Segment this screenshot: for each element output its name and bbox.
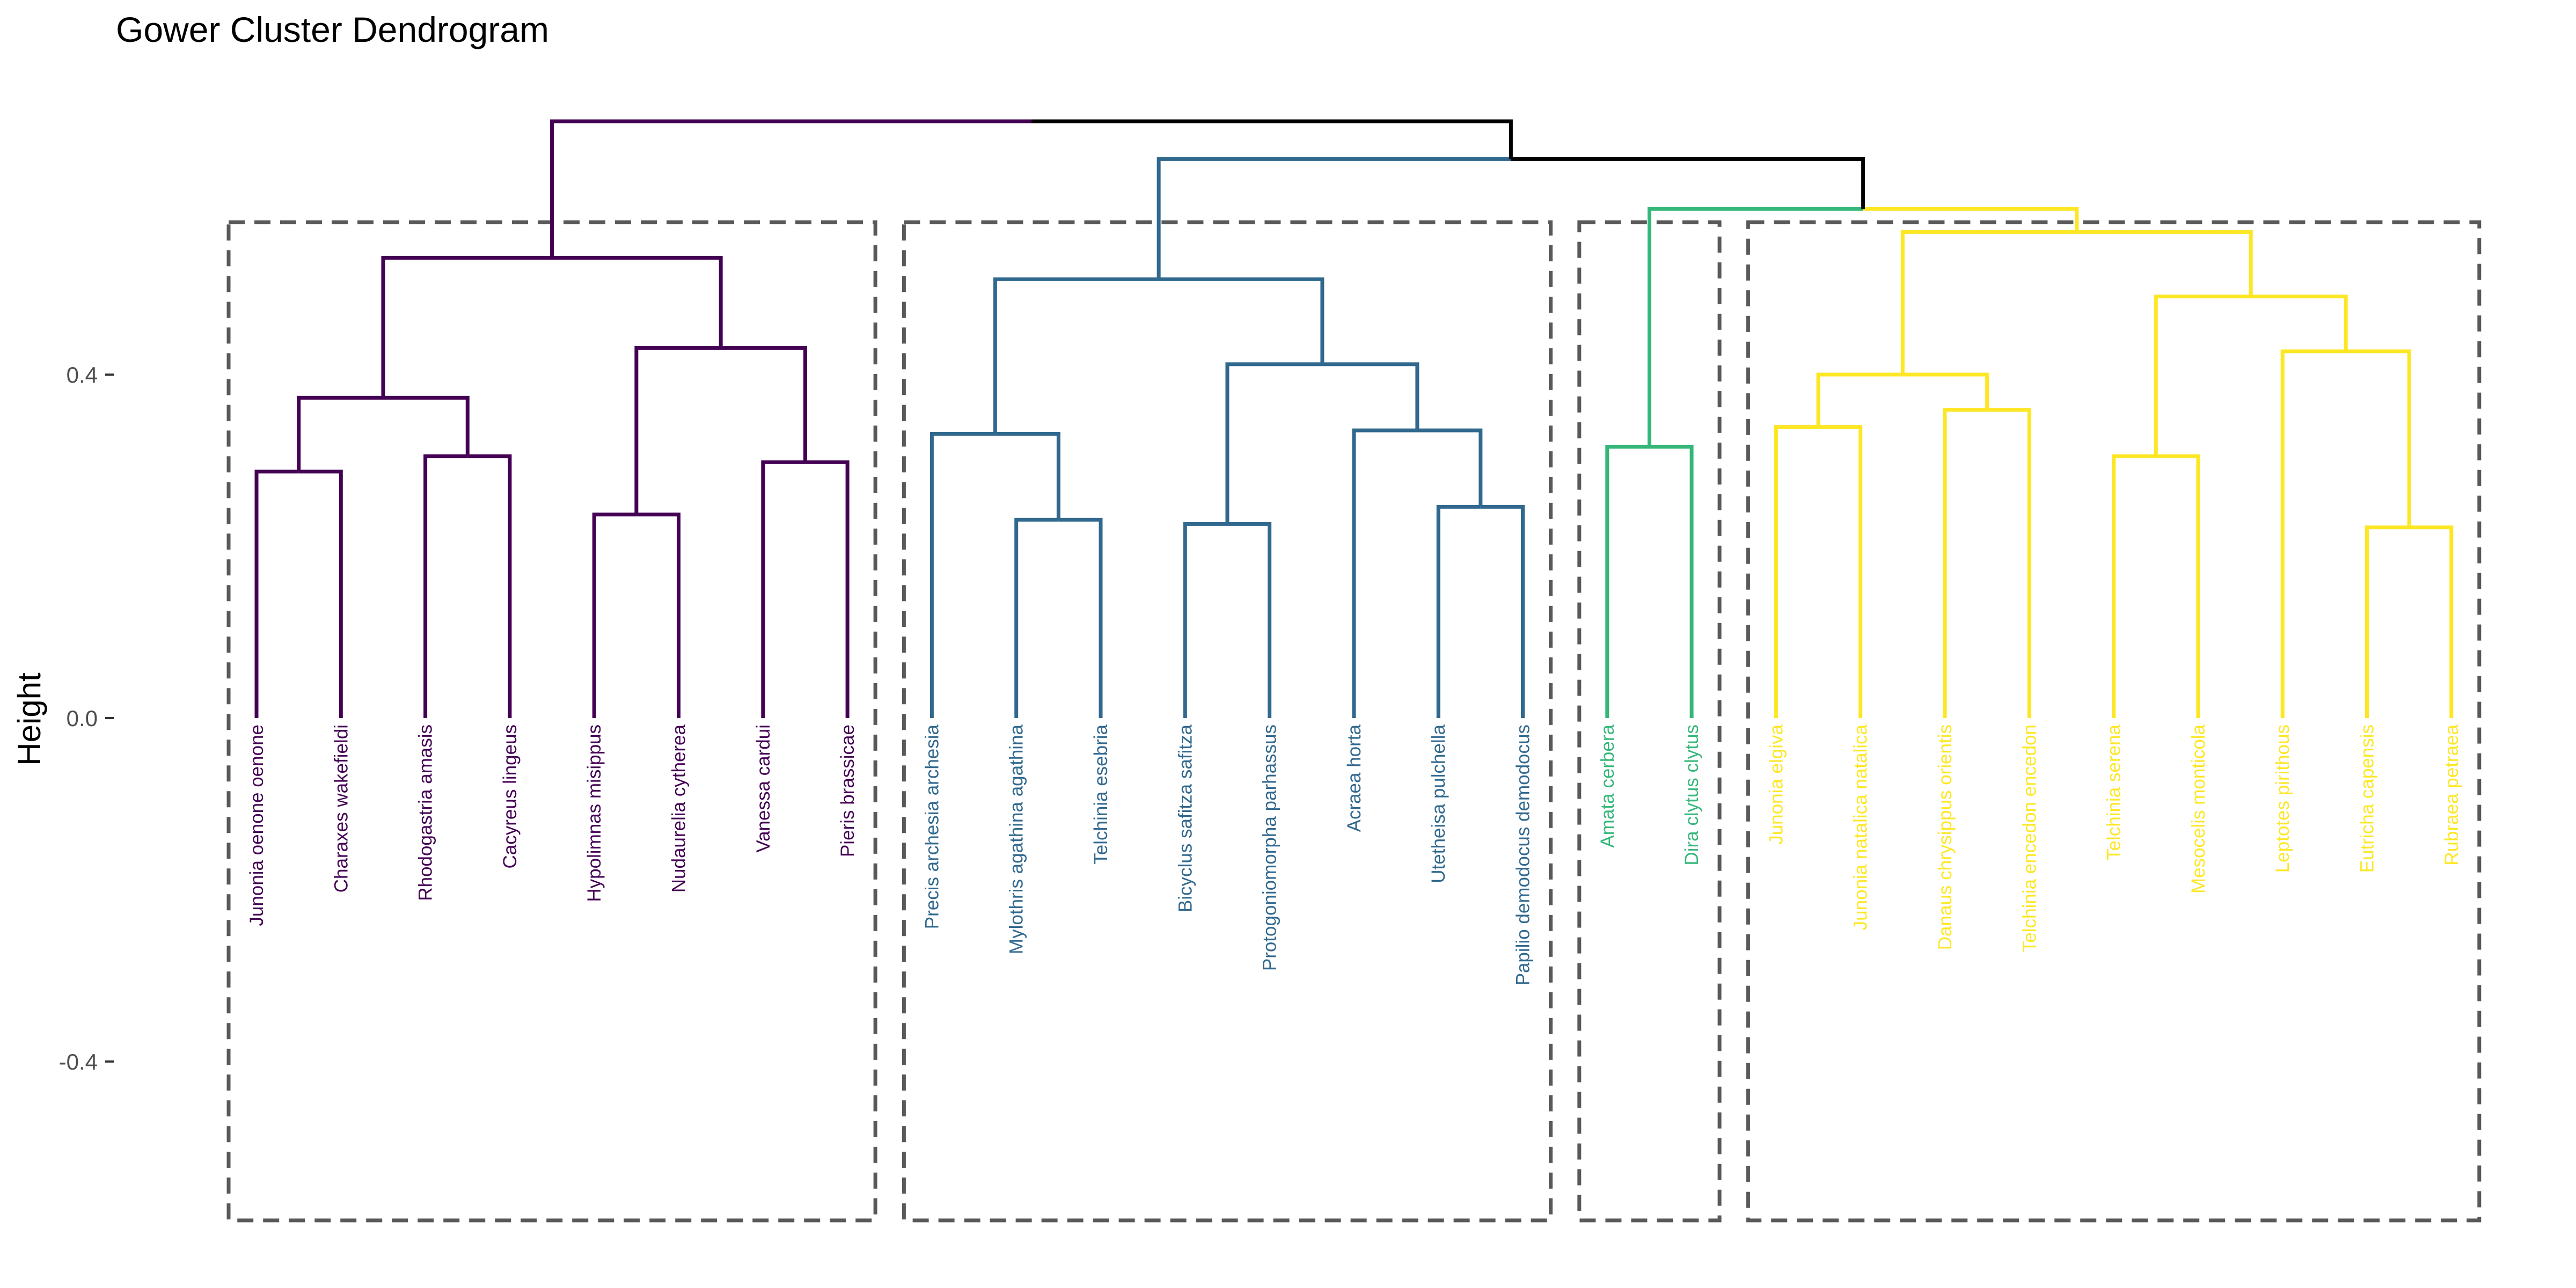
- leaf-label-18: Junonia elgiva: [1766, 724, 1787, 844]
- link-2-right: [383, 396, 470, 456]
- link-8-right: [995, 431, 1060, 520]
- leaf-label-9: Mylothris agathina agathina: [1006, 724, 1027, 954]
- leaf-label-20: Danaus chrysippus orientis: [1935, 724, 1956, 950]
- link-5-right: [721, 346, 807, 463]
- leaf-label-3: Cacyreus lingeus: [500, 724, 521, 868]
- link-16-left: [1943, 408, 1987, 718]
- leaf-label-1: Charaxes wakefieldi: [331, 724, 352, 892]
- leaf-label-7: Pieris brassicae: [837, 724, 858, 857]
- link-10-left: [1436, 504, 1481, 718]
- link-0-left: [254, 470, 299, 718]
- y-axis-label: Height: [11, 672, 47, 766]
- link-20-right: [2346, 349, 2411, 528]
- link-22-left: [1900, 230, 2077, 375]
- link-17-left: [1816, 372, 1903, 427]
- leaf-label-14: Utetheisa pulchella: [1428, 724, 1449, 883]
- leaf-label-2: Rhodogastria amasis: [415, 724, 436, 901]
- link-23-left: [1647, 207, 1863, 447]
- link-25-right: [1031, 119, 1513, 159]
- leaf-label-23: Mesocelis monticola: [2188, 724, 2209, 894]
- chart-title: Gower Cluster Dendrogram: [116, 10, 549, 49]
- leaf-label-19: Junonia natalica natalica: [1850, 724, 1871, 930]
- link-0-right: [298, 470, 343, 718]
- y-tick-label-0: 0.4: [67, 362, 98, 387]
- link-25-left: [550, 119, 1031, 258]
- link-20-left: [2280, 349, 2346, 718]
- link-4-left: [761, 460, 806, 718]
- link-1-left: [423, 454, 468, 718]
- link-12-left: [1225, 362, 1322, 524]
- link-14-right: [1649, 444, 1694, 718]
- leaf-label-17: Dira clytus clytus: [1681, 724, 1702, 866]
- link-19-left: [2365, 525, 2410, 718]
- leaf-labels: Junonia oenone oenone Charaxes wakefieldi…: [246, 724, 2462, 985]
- link-22-right: [2076, 230, 2253, 297]
- link-21-left: [2154, 294, 2251, 456]
- link-13-right: [1159, 277, 1324, 364]
- link-14-left: [1605, 444, 1650, 718]
- link-12-right: [1322, 362, 1419, 430]
- cluster-boxes: [226, 220, 2482, 1223]
- link-6-left: [381, 255, 552, 398]
- link-15-left: [1774, 425, 1819, 718]
- leaf-label-26: Rubraea petraea: [2441, 724, 2462, 865]
- cluster-box-2: [902, 220, 1553, 1223]
- link-5-left: [634, 346, 721, 515]
- link-18-right: [2156, 454, 2200, 718]
- link-15-right: [1818, 425, 1863, 718]
- link-7-right: [1058, 517, 1103, 718]
- leaf-label-22: Telchinia serena: [2104, 724, 2125, 860]
- link-17-right: [1902, 372, 1989, 410]
- leaf-label-8: Precis archesia archesia: [921, 724, 942, 929]
- link-11-right: [1417, 428, 1483, 507]
- link-23-right: [1863, 207, 2079, 232]
- leaf-label-25: Eutricha capensis: [2357, 724, 2378, 873]
- link-4-right: [805, 460, 850, 718]
- leaf-label-15: Papilio demodocus demodocus: [1513, 724, 1534, 985]
- link-7-left: [1014, 517, 1059, 718]
- leaf-label-13: Acraea horta: [1344, 724, 1365, 832]
- link-2-left: [297, 396, 383, 472]
- link-6-right: [552, 255, 723, 348]
- link-24-right: [1511, 157, 1865, 209]
- leaf-label-21: Telchinia encedon encedon: [2019, 724, 2040, 952]
- link-16-right: [1987, 408, 2031, 718]
- leaf-label-16: Amata cerbera: [1597, 724, 1618, 847]
- link-1-right: [467, 454, 512, 718]
- link-8-left: [930, 431, 996, 718]
- leaf-label-5: Nudaurelia cytherea: [669, 724, 690, 892]
- leaf-label-6: Vanessa cardui: [753, 724, 774, 853]
- link-3-left: [592, 513, 636, 718]
- link-19-right: [2409, 525, 2454, 718]
- link-18-left: [2112, 454, 2156, 718]
- leaf-label-12: Protogoniomorpha parhassus: [1260, 724, 1280, 971]
- cluster-box-4: [1746, 220, 2482, 1223]
- link-9-right: [1227, 522, 1272, 718]
- y-tick-label-2: -0.4: [59, 1049, 98, 1074]
- link-24-left: [1157, 157, 1511, 280]
- leaf-label-24: Leptotes pirithous: [2272, 724, 2293, 873]
- link-13-left: [993, 277, 1159, 434]
- link-3-right: [636, 513, 680, 718]
- cluster-box-1: [226, 220, 877, 1223]
- leaf-label-0: Junonia oenone oenone: [246, 724, 267, 926]
- y-axis: 0.4 0.0 -0.4: [59, 362, 114, 1074]
- link-21-right: [2251, 294, 2348, 352]
- leaf-label-11: Bicyclus safitza safitza: [1175, 724, 1196, 912]
- leaf-label-10: Telchinia esebria: [1091, 724, 1111, 864]
- dendrogram-links: [254, 119, 2454, 718]
- link-9-left: [1183, 522, 1227, 718]
- leaf-label-4: Hypolimnas misippus: [584, 724, 605, 902]
- y-tick-label-1: 0.0: [67, 706, 98, 731]
- link-10-right: [1480, 504, 1525, 718]
- link-11-left: [1352, 428, 1417, 718]
- cluster-box-3: [1577, 220, 1722, 1223]
